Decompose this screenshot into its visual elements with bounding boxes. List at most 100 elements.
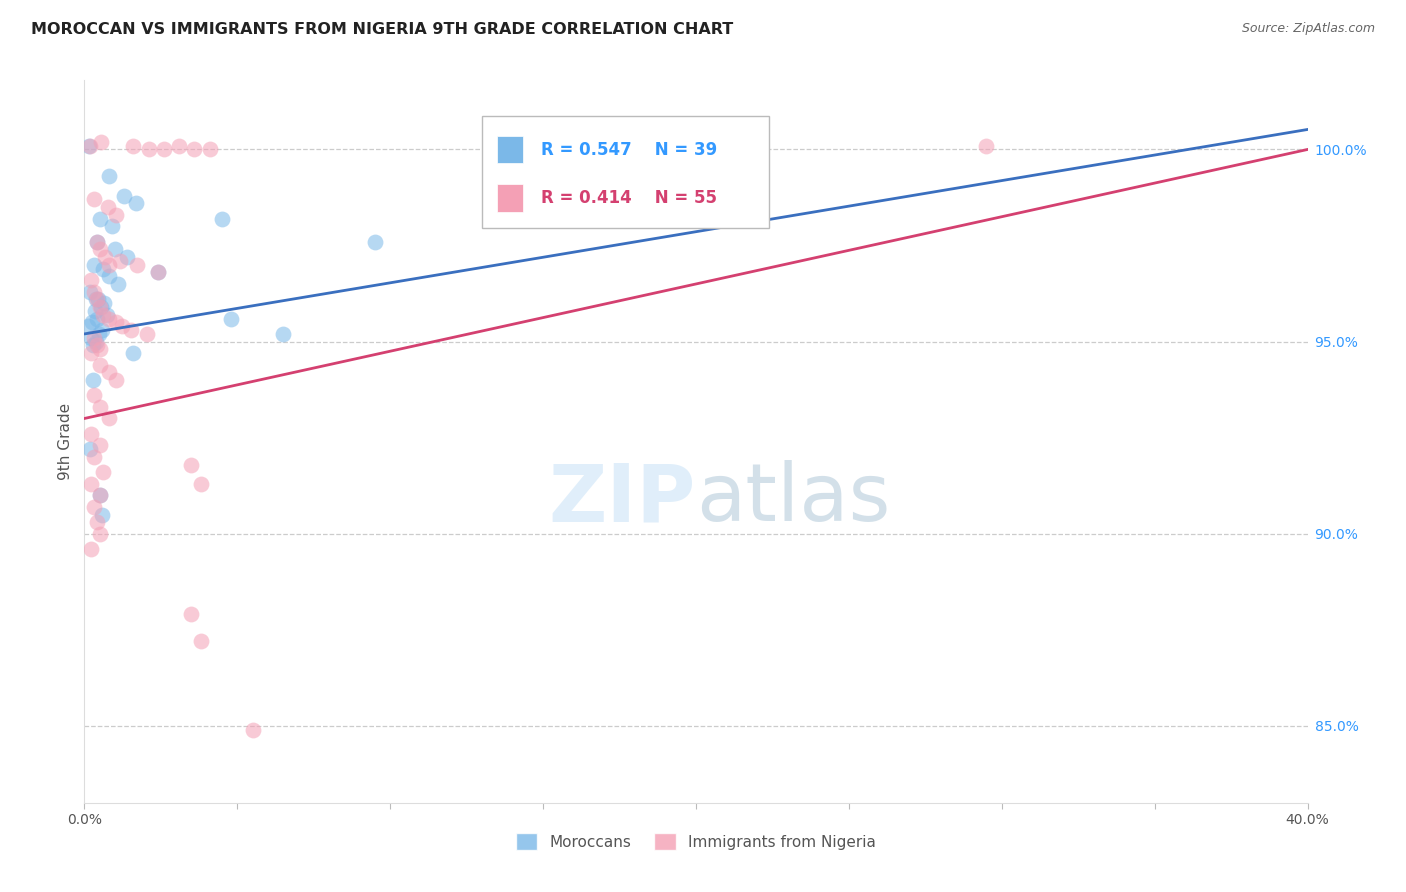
Point	[105, 208, 128, 222]
Point	[98, 365, 121, 379]
Point	[80, 315, 103, 329]
Point	[97, 200, 120, 214]
FancyBboxPatch shape	[496, 136, 523, 163]
Text: Source: ZipAtlas.com: Source: ZipAtlas.com	[1241, 22, 1375, 36]
Point	[183, 143, 205, 157]
Point	[83, 450, 105, 464]
Point	[83, 193, 105, 207]
Point	[120, 323, 142, 337]
Point	[976, 138, 998, 153]
Point	[91, 308, 114, 322]
Y-axis label: 9th Grade: 9th Grade	[58, 403, 73, 480]
Point	[97, 269, 120, 284]
Point	[89, 488, 111, 502]
Point	[90, 135, 112, 149]
Point	[190, 634, 212, 648]
Text: MOROCCAN VS IMMIGRANTS FROM NIGERIA 9TH GRADE CORRELATION CHART: MOROCCAN VS IMMIGRANTS FROM NIGERIA 9TH …	[31, 22, 733, 37]
FancyBboxPatch shape	[496, 184, 523, 211]
FancyBboxPatch shape	[482, 116, 769, 228]
Point	[104, 243, 127, 257]
Point	[86, 311, 108, 326]
Legend: Moroccans, Immigrants from Nigeria: Moroccans, Immigrants from Nigeria	[510, 827, 882, 856]
Point	[80, 273, 103, 287]
Point	[94, 250, 117, 264]
Point	[609, 131, 631, 145]
Point	[98, 411, 121, 425]
Point	[101, 219, 124, 234]
Point	[242, 723, 264, 737]
Point	[86, 293, 108, 307]
Point	[122, 138, 145, 153]
Point	[107, 277, 129, 291]
Point	[96, 308, 118, 322]
Point	[83, 258, 105, 272]
Point	[89, 343, 111, 357]
Point	[79, 285, 101, 299]
Point	[86, 235, 108, 249]
Point	[97, 169, 120, 184]
Point	[125, 258, 148, 272]
Point	[91, 465, 114, 479]
Point	[89, 358, 111, 372]
Point	[89, 438, 111, 452]
Point	[86, 515, 108, 529]
Point	[146, 265, 169, 279]
Point	[180, 458, 202, 472]
Point	[98, 258, 121, 272]
Point	[105, 315, 128, 329]
Point	[80, 476, 103, 491]
Text: ZIP: ZIP	[548, 460, 696, 539]
Point	[89, 526, 111, 541]
Point	[84, 304, 107, 318]
Point	[82, 338, 104, 352]
Point	[83, 500, 105, 514]
Point	[80, 331, 103, 345]
Point	[89, 400, 111, 414]
Point	[180, 607, 202, 622]
Point	[87, 326, 110, 341]
Point	[77, 138, 100, 153]
Text: R = 0.414    N = 55: R = 0.414 N = 55	[541, 189, 717, 207]
Point	[89, 211, 111, 226]
Point	[219, 311, 242, 326]
Point	[83, 331, 105, 345]
Point	[84, 293, 107, 307]
Point	[91, 261, 114, 276]
Point	[82, 373, 104, 387]
Point	[87, 293, 110, 307]
Point	[105, 373, 128, 387]
Text: atlas: atlas	[696, 460, 890, 539]
Point	[98, 311, 121, 326]
Point	[83, 285, 105, 299]
Point	[91, 323, 114, 337]
Point	[90, 300, 112, 314]
Point	[138, 143, 160, 157]
Point	[211, 211, 233, 226]
Point	[84, 334, 107, 349]
Point	[167, 138, 190, 153]
Point	[80, 426, 103, 441]
Point	[122, 346, 145, 360]
Point	[111, 319, 134, 334]
Point	[146, 265, 169, 279]
Text: R = 0.547    N = 39: R = 0.547 N = 39	[541, 141, 717, 159]
Point	[83, 388, 105, 402]
Point	[89, 243, 111, 257]
Point	[108, 253, 131, 268]
Point	[80, 542, 103, 557]
Point	[112, 188, 135, 202]
Point	[79, 442, 101, 457]
Point	[136, 326, 159, 341]
Point	[153, 143, 176, 157]
Point	[79, 138, 101, 153]
Point	[364, 235, 387, 249]
Point	[91, 508, 114, 522]
Point	[89, 300, 111, 314]
Point	[115, 250, 138, 264]
Point	[89, 488, 111, 502]
Point	[86, 338, 108, 352]
Point	[86, 235, 108, 249]
Point	[93, 296, 115, 310]
Point	[125, 196, 148, 211]
Point	[271, 326, 294, 341]
